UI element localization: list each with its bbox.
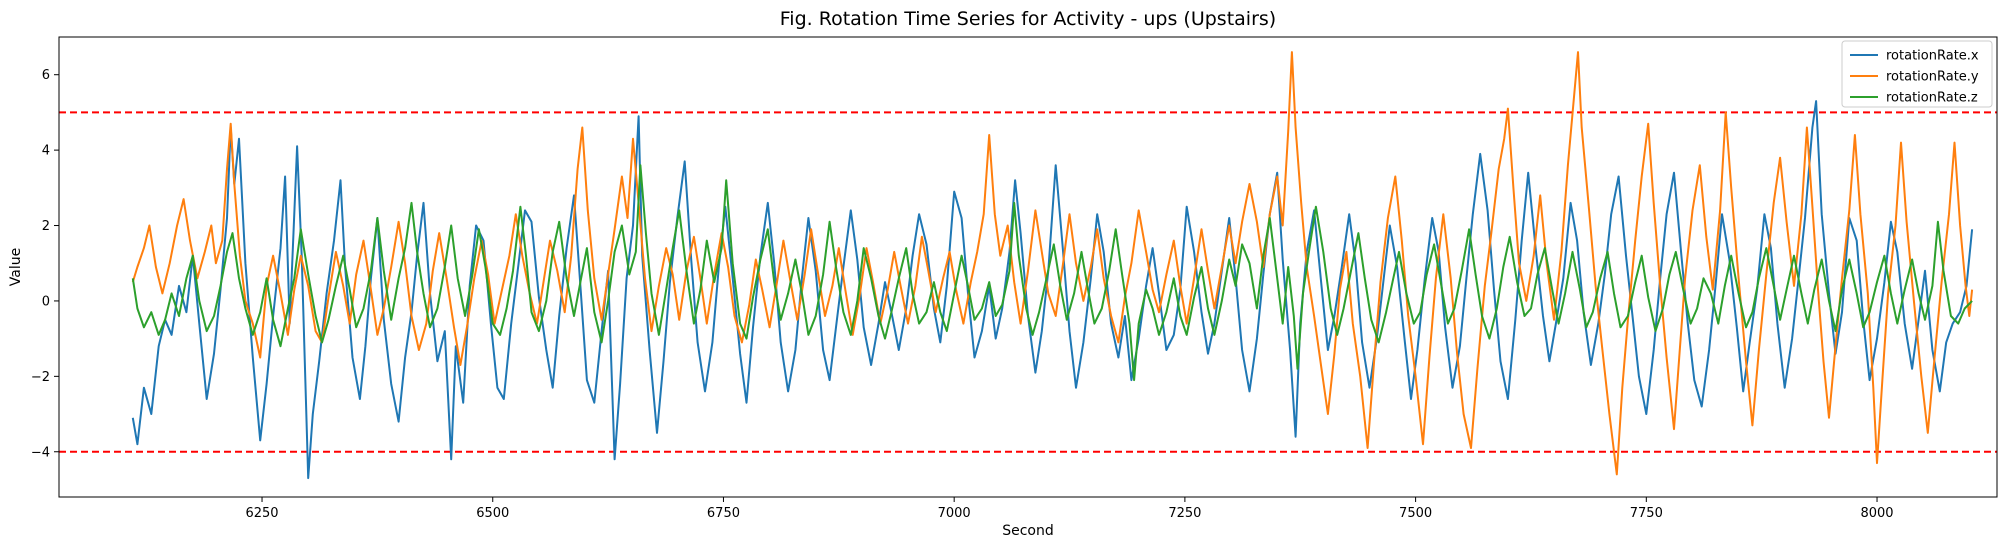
legend-label: rotationRate.y <box>1886 70 1979 85</box>
y-axis: −4 −2 0 2 4 6 <box>31 68 59 460</box>
x-tick-label: 7750 <box>1630 506 1663 521</box>
x-tick-label: 7250 <box>1168 506 1201 521</box>
x-tick-label: 7500 <box>1399 506 1432 521</box>
x-tick-label: 8000 <box>1860 506 1893 521</box>
y-tick-label: −4 <box>31 445 50 460</box>
x-axis-label: Second <box>1002 523 1054 539</box>
x-tick-label: 7000 <box>938 506 971 521</box>
series-line-3 <box>131 164 1973 382</box>
y-axis-label: Value <box>8 248 24 286</box>
series-line-1 <box>131 100 1974 480</box>
legend-label: rotationRate.z <box>1886 91 1978 106</box>
legend-label: rotationRate.x <box>1886 49 1979 64</box>
y-tick-label: 4 <box>42 144 50 159</box>
x-tick-label: 6500 <box>476 506 509 521</box>
series-layer <box>131 51 1974 480</box>
plot-area-frame <box>58 36 1998 498</box>
chart-title: Fig. Rotation Time Series for Activity -… <box>780 8 1276 30</box>
legend: rotationRate.x rotationRate.y rotationRate… <box>1841 40 1993 108</box>
x-axis: 6250 6500 6750 7000 7250 7500 7750 8000 <box>245 497 1894 521</box>
y-tick-label: −2 <box>31 370 50 385</box>
y-tick-label: 0 <box>42 294 50 309</box>
y-tick-label: 2 <box>42 219 50 234</box>
x-tick-label: 6250 <box>245 506 278 521</box>
x-tick-label: 6750 <box>707 506 740 521</box>
series-line-2 <box>131 51 1974 476</box>
y-tick-label: 6 <box>42 68 50 83</box>
legend-box <box>1841 40 1993 108</box>
threshold-lines <box>59 111 1997 453</box>
